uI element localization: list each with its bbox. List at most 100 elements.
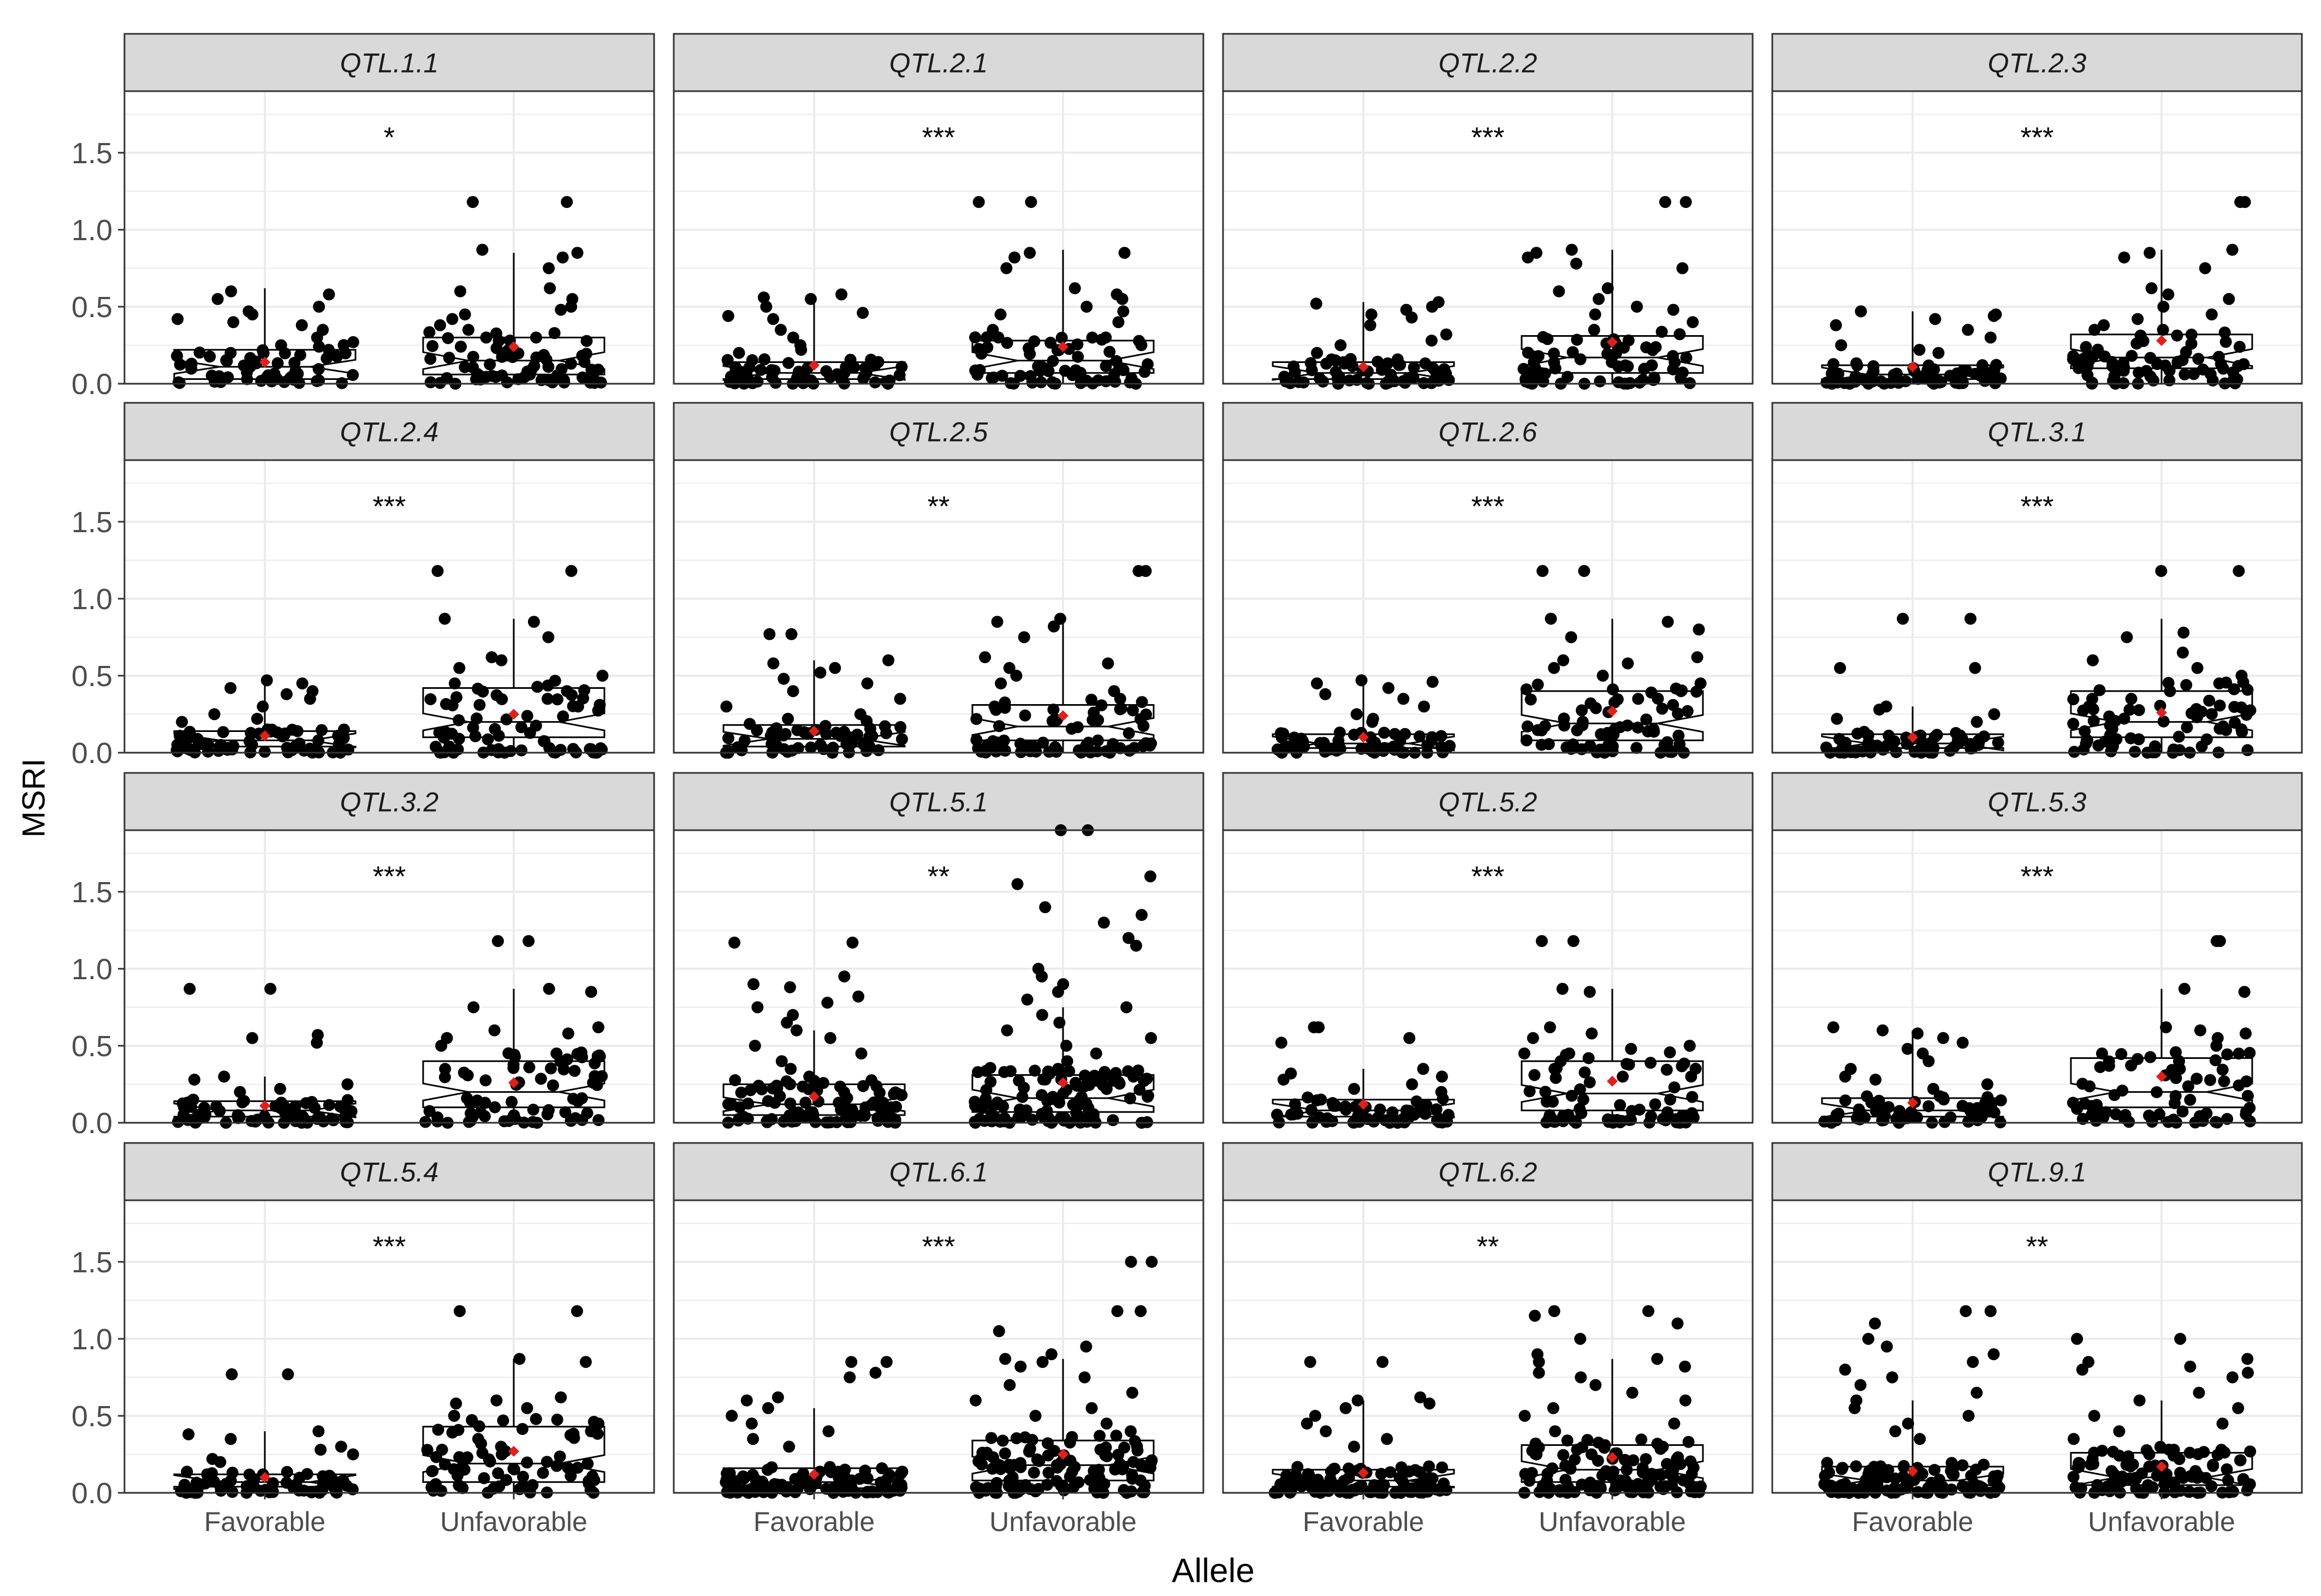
data-point	[1831, 712, 1843, 725]
data-point	[2171, 329, 2183, 342]
data-point	[1635, 1433, 1648, 1446]
data-point	[2234, 196, 2247, 209]
data-point	[998, 734, 1010, 747]
data-point	[1112, 316, 1125, 329]
data-point	[250, 357, 263, 370]
data-point	[1625, 1043, 1637, 1055]
data-point	[1305, 364, 1318, 377]
data-point	[469, 730, 482, 742]
data-point	[1050, 746, 1062, 758]
data-point	[745, 1418, 758, 1430]
data-point	[835, 288, 848, 301]
data-point	[1295, 1475, 1307, 1487]
data-point	[993, 1459, 1006, 1472]
facet-strip	[1222, 33, 1754, 92]
data-point	[497, 1414, 509, 1427]
significance-label: ***	[2021, 861, 2054, 893]
data-point	[1403, 1465, 1415, 1478]
data-point	[507, 1062, 520, 1074]
facet-panel: QTL.2.5 **	[673, 402, 1204, 759]
data-point	[1531, 678, 1544, 691]
data-point	[1080, 1341, 1093, 1353]
y-tick-label: 0.5	[72, 660, 112, 693]
data-point	[313, 341, 325, 353]
facet-panel: QTL.2.6 ***	[1222, 402, 1754, 759]
data-point	[2157, 300, 2170, 313]
data-point	[459, 361, 471, 373]
mean-marker	[2156, 335, 2167, 347]
data-point	[2233, 1079, 2245, 1092]
data-point	[2133, 366, 2145, 379]
data-point	[859, 362, 871, 374]
data-point	[462, 324, 474, 336]
panel-background	[674, 91, 1203, 384]
data-point	[1556, 982, 1569, 995]
data-point	[182, 1428, 195, 1440]
mean-marker	[1606, 1452, 1618, 1463]
data-point	[1549, 1425, 1562, 1438]
data-point	[1112, 1075, 1125, 1088]
data-point	[1522, 251, 1534, 264]
data-point	[1583, 1076, 1596, 1088]
data-point	[592, 704, 604, 717]
data-point	[1414, 1466, 1426, 1478]
mean-marker	[1907, 731, 1919, 743]
data-point	[313, 300, 325, 313]
data-point	[1124, 1092, 1136, 1105]
data-point	[459, 308, 471, 321]
data-point	[1673, 739, 1686, 751]
data-point	[1399, 728, 1411, 740]
data-point	[257, 700, 269, 713]
data-point	[1111, 1305, 1124, 1318]
x-tick-label: Favorable	[1303, 1506, 1424, 1537]
data-point	[1988, 1106, 2001, 1119]
data-point	[2151, 1086, 2163, 1098]
data-point	[1565, 243, 1578, 256]
data-point	[1818, 1115, 1831, 1128]
data-point	[2221, 1463, 2233, 1475]
data-point	[1037, 1073, 1049, 1086]
data-point	[1130, 939, 1142, 952]
data-point	[1577, 1093, 1589, 1106]
data-point	[192, 1113, 204, 1125]
data-point	[1984, 331, 1997, 344]
mean-marker	[1358, 1099, 1369, 1110]
data-point	[1647, 723, 1660, 736]
data-point	[2184, 1360, 2197, 1373]
data-point	[2103, 1055, 2115, 1068]
data-point	[1122, 1065, 1134, 1077]
data-point	[575, 1046, 587, 1059]
data-point	[432, 1424, 444, 1436]
data-point	[2151, 358, 2163, 370]
facet-panel: QTL.9.1 ** Favorable Unfavorable	[1771, 1142, 2303, 1537]
data-point	[1661, 616, 1674, 628]
data-point	[1659, 196, 1671, 209]
data-point	[1994, 1094, 2007, 1106]
data-point	[1387, 740, 1400, 753]
data-point	[990, 745, 1002, 758]
facet-title: QTL.6.2	[1439, 1157, 1538, 1188]
data-point	[1922, 1100, 1935, 1112]
data-point	[554, 1055, 567, 1068]
data-point	[491, 935, 504, 948]
data-point	[1291, 1107, 1304, 1120]
data-point	[2205, 1480, 2218, 1492]
mean-marker	[2156, 1071, 2167, 1082]
data-point	[795, 343, 808, 356]
data-point	[1596, 669, 1609, 682]
facet-title: QTL.2.3	[1988, 48, 2087, 79]
facet-strip	[123, 402, 655, 461]
data-point	[1862, 729, 1874, 742]
data-point	[178, 1101, 191, 1113]
data-point	[1275, 1480, 1287, 1493]
data-point	[347, 369, 359, 381]
y-tick-label: 1.0	[72, 1323, 112, 1356]
data-point	[767, 313, 780, 325]
data-point	[869, 1367, 882, 1379]
significance-label: **	[2026, 1231, 2048, 1263]
data-point	[985, 1109, 998, 1121]
data-point	[972, 196, 985, 209]
data-point	[456, 1482, 469, 1494]
data-point	[551, 693, 563, 706]
data-point	[878, 720, 891, 733]
